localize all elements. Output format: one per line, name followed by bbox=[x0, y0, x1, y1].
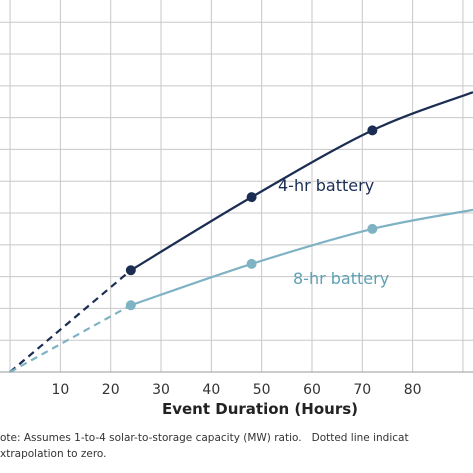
x-tick-label: 70 bbox=[353, 382, 371, 398]
x-tick-label: 80 bbox=[404, 382, 422, 398]
x-tick-label: 30 bbox=[152, 382, 170, 398]
data-point bbox=[125, 265, 136, 276]
data-point bbox=[125, 300, 136, 311]
data-point bbox=[246, 192, 257, 203]
x-tick-label: 50 bbox=[253, 382, 271, 398]
data-point bbox=[367, 223, 378, 234]
x-tick-label: 20 bbox=[102, 382, 120, 398]
series-line bbox=[130, 208, 473, 307]
series-extrapolation-line bbox=[9, 304, 132, 373]
chart-footnote: ote: Assumes 1-to-4 solar-to-storage cap… bbox=[0, 430, 473, 462]
series-label-8hr: 8-hr battery bbox=[293, 269, 389, 288]
footnote-line-2: xtrapolation to zero. bbox=[0, 448, 107, 460]
series-label-4hr: 4-hr battery bbox=[278, 176, 374, 195]
series-4hr bbox=[9, 91, 473, 373]
data-point bbox=[367, 125, 378, 136]
x-tick-label: 10 bbox=[51, 382, 69, 398]
series-layer bbox=[9, 91, 473, 373]
data-point bbox=[246, 258, 257, 269]
footnote-line-1: ote: Assumes 1-to-4 solar-to-storage cap… bbox=[0, 432, 409, 444]
series-line bbox=[130, 91, 473, 272]
series-extrapolation-line bbox=[9, 269, 132, 373]
x-axis-ticks: 10 20 30 40 50 60 70 80 bbox=[51, 382, 421, 398]
x-axis-title: Event Duration (Hours) bbox=[162, 400, 358, 418]
grid bbox=[0, 0, 473, 373]
x-tick-label: 60 bbox=[303, 382, 321, 398]
x-tick-label: 40 bbox=[202, 382, 220, 398]
series-8hr bbox=[9, 208, 473, 373]
